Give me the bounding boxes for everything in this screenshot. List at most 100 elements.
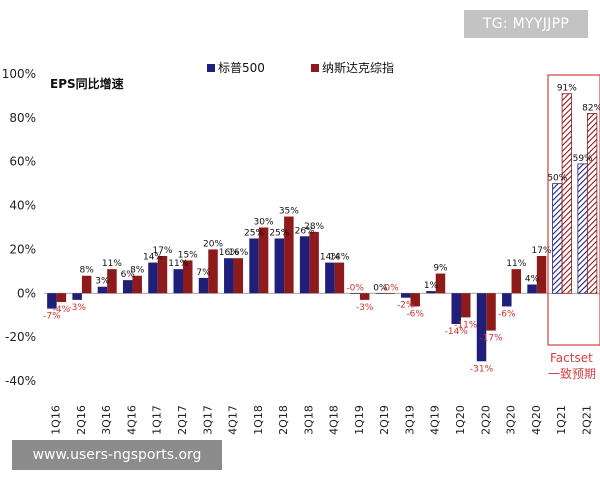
x-tick-label: 4Q19 (429, 405, 442, 435)
bar-nasdaq (410, 293, 420, 307)
bar-sp500 (577, 163, 588, 294)
data-label-nasdaq: 20% (203, 239, 223, 249)
x-tick-label: 3Q19 (403, 405, 416, 435)
data-label-nasdaq: 17% (152, 246, 172, 256)
data-label-nasdaq: -6% (406, 309, 424, 319)
data-label-sp500: 16% (219, 248, 239, 258)
data-label-nasdaq: 9% (433, 264, 448, 274)
x-tick-label: 2Q19 (378, 405, 391, 435)
legend-label-sp500: 标普500 (218, 61, 265, 75)
bar-sp500 (299, 236, 310, 294)
x-tick-label: 1Q21 (555, 405, 568, 435)
y-tick-label: 0% (17, 286, 36, 300)
data-label-sp500: 1% (424, 281, 439, 291)
bar-nasdaq (461, 293, 471, 318)
bar-sp500 (552, 183, 563, 294)
x-tick-label: 2Q16 (75, 405, 88, 435)
bar-sp500 (476, 293, 487, 362)
bar-nasdaq (511, 269, 522, 294)
x-tick-label: 2Q21 (580, 405, 593, 435)
data-label-sp500: -7% (43, 312, 61, 322)
bar-sp500 (72, 293, 82, 300)
legend: 标普500 纳斯达克综指 (207, 60, 394, 75)
bar-sp500 (350, 293, 360, 294)
x-tick-label: 3Q16 (100, 405, 113, 435)
bar-nasdaq (208, 249, 218, 294)
data-label-nasdaq: -17% (479, 334, 503, 344)
legend-swatch-nasdaq (311, 64, 319, 72)
x-tick-label: 4Q16 (125, 405, 138, 435)
bar-nasdaq (486, 293, 496, 331)
data-label-sp500: 14% (143, 253, 163, 263)
data-label-sp500: 7% (196, 268, 211, 278)
bar-nasdaq (561, 93, 572, 294)
bar-nasdaq (183, 260, 193, 294)
x-tick-label: 1Q17 (151, 405, 164, 435)
data-label-nasdaq: 30% (254, 218, 274, 228)
bar-sp500 (502, 293, 512, 307)
bar-sp500 (400, 293, 411, 298)
watermark-top: TG: MYYJJPP (464, 10, 588, 38)
data-label-sp500: 25% (244, 228, 264, 238)
y-tick-label: 40% (9, 199, 36, 213)
chart-title: EPS同比增速 (50, 76, 124, 91)
bar-nasdaq (258, 227, 269, 294)
bar-sp500 (148, 262, 158, 294)
bar-nasdaq (334, 262, 345, 294)
bar-sp500 (249, 238, 259, 294)
bar-sp500 (47, 293, 57, 309)
data-label-nasdaq: 11% (506, 259, 526, 269)
x-tick-label: 1Q16 (50, 405, 63, 435)
data-label-nasdaq: -4% (53, 305, 71, 315)
forecast-annotation: Factset 一致预期 (547, 74, 600, 381)
y-tick-label: 100% (2, 67, 36, 81)
y-tick-label: 20% (9, 242, 36, 256)
data-label-nasdaq: 35% (279, 207, 299, 217)
x-tick-label: 1Q20 (454, 405, 467, 435)
bar-nasdaq (284, 216, 294, 294)
x-tick-label: 3Q20 (505, 405, 518, 435)
data-label-nasdaq: 15% (178, 250, 198, 260)
bar-sp500 (375, 293, 386, 294)
data-label-nasdaq: 82% (582, 103, 600, 113)
legend-swatch-sp500 (207, 64, 215, 72)
x-tick-label: 3Q18 (302, 405, 315, 435)
data-label-sp500: 6% (121, 270, 136, 280)
y-tick-label: 80% (9, 111, 36, 125)
x-tick-label: 1Q18 (252, 405, 265, 435)
x-tick-label: 4Q17 (227, 405, 240, 435)
data-label-nasdaq: 14% (329, 253, 349, 263)
x-tick-label: 2Q20 (479, 405, 492, 435)
x-tick-label: 2Q18 (277, 405, 290, 435)
bar-sp500 (325, 262, 335, 294)
bar-nasdaq (385, 293, 395, 294)
data-label-nasdaq: 11% (102, 259, 122, 269)
x-tick-label: 1Q19 (353, 405, 366, 435)
data-label-sp500: 59% (573, 154, 593, 164)
y-tick-label: 60% (9, 155, 36, 169)
forecast-label-line2: 一致预期 (548, 367, 596, 381)
data-label-sp500: 26% (295, 226, 315, 236)
x-tick-label: 4Q20 (530, 405, 543, 435)
bar-nasdaq (359, 293, 370, 300)
bar-nasdaq (309, 231, 319, 294)
data-label-nasdaq: -0% (381, 283, 399, 293)
bar-sp500 (173, 269, 183, 294)
data-label-sp500: 0% (373, 283, 388, 293)
data-label-sp500: 50% (547, 174, 567, 184)
data-label-nasdaq: -3% (356, 303, 374, 313)
data-label-sp500: 3% (95, 277, 110, 287)
forecast-label-line1: Factset (550, 351, 593, 365)
bar-sp500 (198, 277, 209, 294)
bar-sp500 (224, 258, 234, 294)
data-label-nasdaq: 17% (532, 246, 552, 256)
data-label-nasdaq: 91% (557, 84, 577, 94)
x-tick-label: 2Q17 (176, 405, 189, 435)
legend-label-nasdaq: 纳斯达克综指 (322, 60, 394, 75)
data-label-nasdaq: 8% (80, 266, 95, 276)
bar-nasdaq (107, 269, 117, 294)
data-label-sp500: -2% (397, 301, 415, 311)
x-tick-label: 3Q17 (201, 405, 214, 435)
bar-nasdaq (536, 256, 547, 294)
